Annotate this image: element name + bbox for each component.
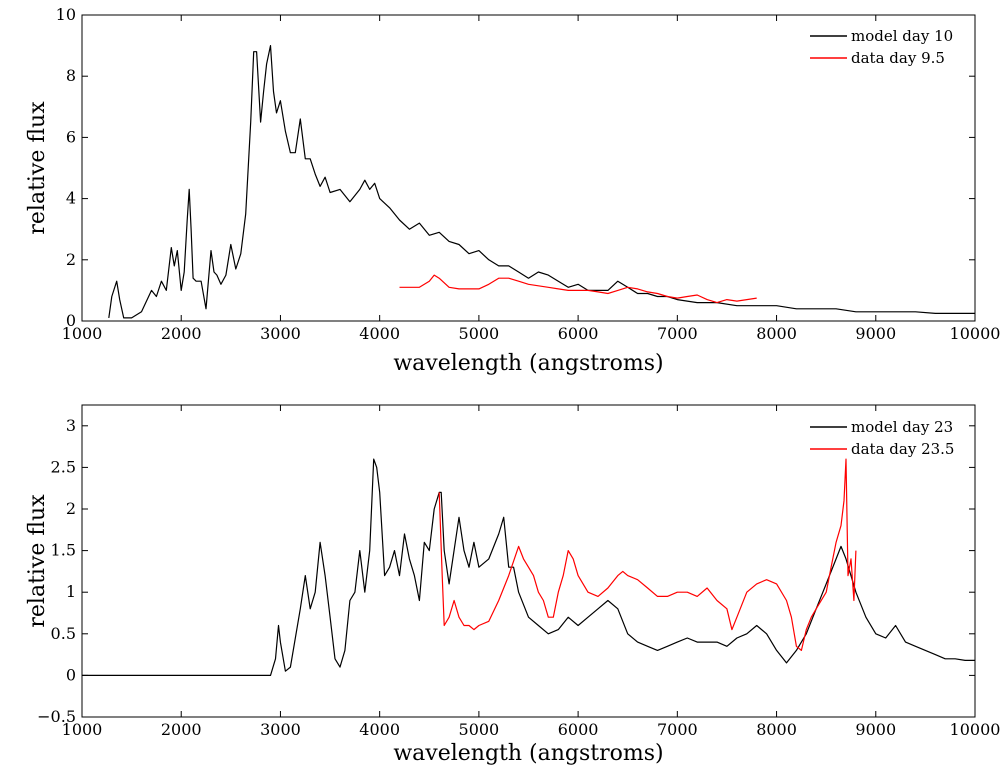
panel2-y-tick-label: 0.5 (51, 624, 76, 643)
panel2-x-tick-label: 1000 (62, 720, 103, 739)
panel1-x-tick-label: 7000 (657, 324, 698, 343)
panel1-x-tick-label: 1000 (62, 324, 103, 343)
panel1-x-tick-label: 6000 (558, 324, 599, 343)
panel1-x-tick-label: 5000 (459, 324, 500, 343)
panel1-legend-label: data day 9.5 (851, 49, 945, 67)
panel1-y-tick-label: 2 (66, 250, 76, 269)
panel2-x-tick-label: 2000 (161, 720, 202, 739)
panel2-x-tick-label: 10000 (950, 720, 1001, 739)
panel2-y-tick-label: 2.5 (51, 457, 76, 476)
panel2-x-tick-label: 3000 (260, 720, 301, 739)
panel2-legend: model day 23 data day 23.5 (810, 418, 954, 458)
panel1-y-axis-label: relative flux (25, 101, 50, 235)
panel1-legend: model day 10 data day 9.5 (810, 27, 953, 67)
panel1-legend-label: model day 10 (851, 27, 953, 45)
panel2-x-tick-label: 8000 (756, 720, 797, 739)
panel1-series-model-line (108, 44, 975, 319)
panel1-y-tick-label: 6 (66, 127, 76, 146)
panel2-x-tick-label: 6000 (558, 720, 599, 739)
panel2-y-axis-label: relative flux (25, 494, 50, 628)
panel1-y-tick-label: 10 (56, 5, 76, 24)
panel1-series-data-line (399, 274, 757, 304)
panel2-legend-label: data day 23.5 (851, 440, 954, 458)
panel1-x-tick-label: 3000 (260, 324, 301, 343)
panel2-x-tick-label: 4000 (359, 720, 400, 739)
panel2-y-tick-label: 0 (66, 665, 76, 684)
panel2-series-data-line (438, 458, 857, 652)
panel2-x-tick-label: 7000 (657, 720, 698, 739)
panel2-plot-frame (81, 404, 976, 718)
panel1-chart: 1000 2000 3000 4000 5000 6000 7000 8000 9000 1000… (25, 5, 1000, 376)
panel1-x-tick-label: 2000 (161, 324, 202, 343)
panel2-y-tick-label: 1 (66, 582, 76, 601)
panel1-x-tick-label: 9000 (855, 324, 896, 343)
panel1-x-axis-label: wavelength (angstroms) (393, 351, 663, 376)
panel2-x-axis-label: wavelength (angstroms) (393, 741, 663, 766)
panel2-y-tick-label: 2 (66, 499, 76, 518)
panel2-y-tick-label: 1.5 (51, 541, 76, 560)
panel1-plot-frame (81, 14, 976, 322)
panel2-y-tick-label: −0.5 (37, 707, 76, 726)
panel1-x-tick-label: 10000 (950, 324, 1001, 343)
panel2-x-tick-label: 9000 (855, 720, 896, 739)
panel1-y-tick-label: 4 (66, 189, 76, 208)
panel1-x-tick-label: 8000 (756, 324, 797, 343)
panel2-series-model-line (82, 458, 975, 677)
panel1-x-tick-label: 4000 (359, 324, 400, 343)
panel2-y-tick-label: 3 (66, 416, 76, 435)
panel2-chart: 1000 2000 3000 4000 5000 6000 7000 8000 9000 1000… (25, 404, 1001, 766)
panel2-legend-label: model day 23 (851, 418, 953, 436)
panel2-x-tick-label: 5000 (459, 720, 500, 739)
panel1-y-tick-label: 0 (66, 311, 76, 330)
panel1-y-tick-label: 8 (66, 66, 76, 85)
